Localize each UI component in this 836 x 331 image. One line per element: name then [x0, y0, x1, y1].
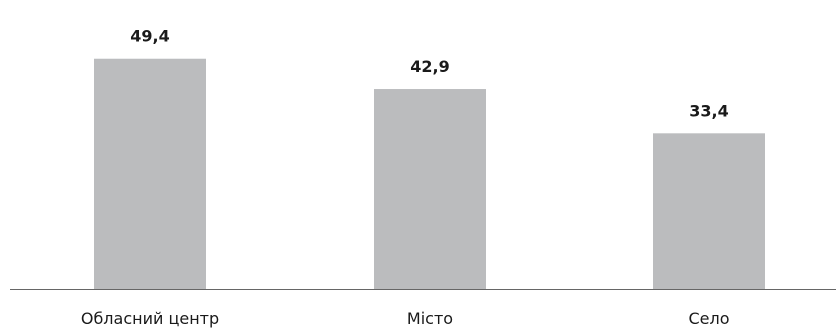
value-label-1: 49,4	[130, 27, 169, 46]
value-labels-group: 49,4 42,9 33,4	[130, 27, 728, 121]
value-label-3: 33,4	[689, 101, 728, 120]
bar-3	[653, 133, 765, 289]
category-labels-group: Обласний центр Місто Село	[81, 309, 730, 328]
category-label-1: Обласний центр	[81, 309, 219, 328]
value-label-2: 42,9	[410, 57, 449, 76]
category-label-2: Місто	[407, 309, 453, 328]
bar-2	[374, 89, 486, 290]
bar-1	[94, 58, 206, 290]
bars-group	[94, 58, 765, 290]
category-label-3: Село	[688, 309, 729, 328]
